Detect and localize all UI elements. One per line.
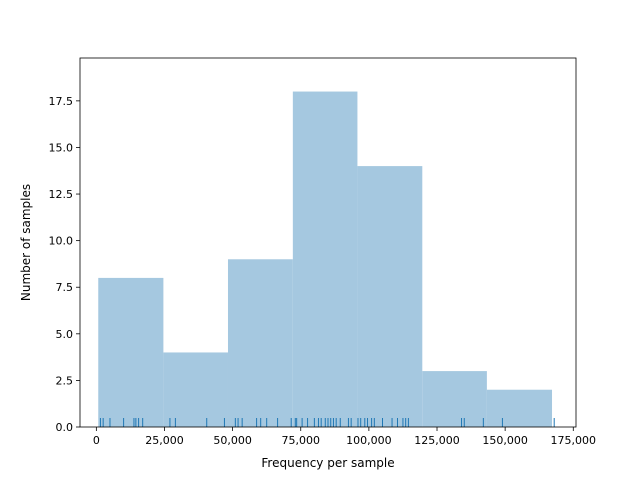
x-tick-label: 150,000: [482, 434, 528, 447]
x-tick-label: 175,000: [551, 434, 597, 447]
x-tick-label: 75,000: [281, 434, 320, 447]
x-tick-label: 25,000: [145, 434, 184, 447]
y-tick-label: 5.0: [56, 328, 74, 341]
bars-layer: [98, 91, 553, 427]
histogram-bar: [486, 389, 553, 427]
y-axis-ticks: 0.0 2.5 5.0 7.5 10.0 12.5 15.0 17.5: [49, 95, 80, 434]
histogram-bar: [292, 91, 358, 427]
histogram-bar: [422, 371, 487, 427]
plot-frame: [79, 57, 577, 428]
y-tick-label: 0.0: [56, 421, 74, 434]
y-tick-label: 7.5: [56, 281, 74, 294]
y-tick-label: 12.5: [49, 188, 74, 201]
x-tick-label: 100,000: [346, 434, 392, 447]
histogram-bar: [98, 277, 164, 427]
y-tick-label: 10.0: [49, 235, 74, 248]
x-axis-ticks: 0 25,000 50,000 75,000 100,000 125,000 150,000…: [93, 427, 596, 447]
y-tick-label: 15.0: [49, 141, 74, 154]
y-tick-label: 2.5: [56, 374, 74, 387]
x-tick-label: 50,000: [213, 434, 252, 447]
rug-layer: [99, 418, 555, 427]
y-tick-label: 17.5: [49, 95, 74, 108]
histogram-bar: [227, 259, 293, 427]
histogram-bar: [163, 352, 228, 427]
x-tick-label: 0: [93, 434, 100, 447]
y-axis-label: Number of samples: [19, 184, 33, 301]
histogram-bar: [357, 166, 423, 427]
x-tick-label: 125,000: [414, 434, 460, 447]
x-axis-label: Frequency per sample: [261, 456, 394, 470]
